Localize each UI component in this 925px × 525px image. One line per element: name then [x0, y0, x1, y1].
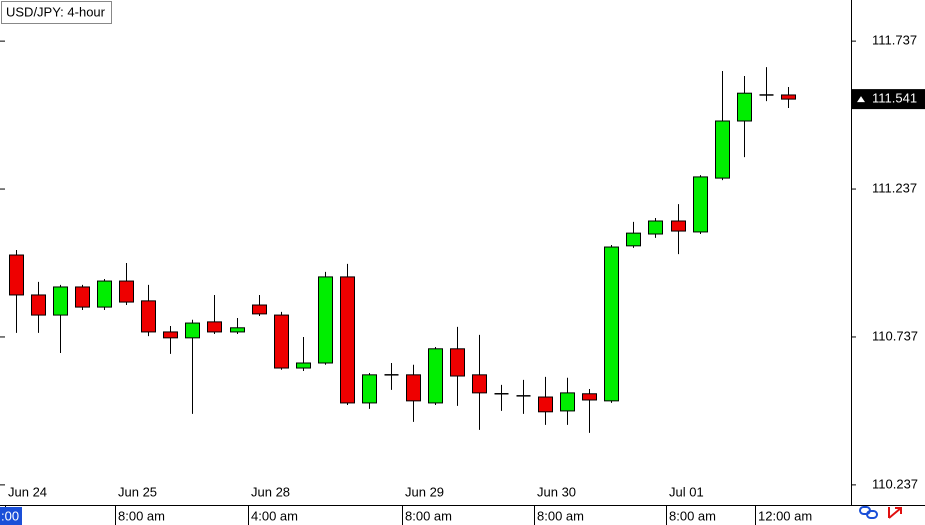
- candle-body: [296, 362, 311, 369]
- x-time-label: 8:00 am: [405, 508, 452, 523]
- candle-body: [274, 314, 289, 369]
- y-tick-label: 110.737: [872, 328, 918, 343]
- price-marker-box: [852, 89, 925, 110]
- title-box: [1, 1, 112, 24]
- candle-body: [362, 374, 377, 404]
- candle-body: [318, 276, 333, 364]
- x-date-label: Jun 24: [8, 484, 47, 499]
- y-tick-label: 111.237: [872, 180, 917, 195]
- candle-body: [693, 176, 708, 233]
- x-date-label: Jun 29: [405, 484, 444, 499]
- price-marker-arrow: [857, 96, 865, 103]
- arrow-icon[interactable]: [888, 507, 902, 519]
- x-date-label: Jun 28: [251, 484, 290, 499]
- candle-body: [207, 321, 222, 333]
- candle-body: [648, 220, 663, 235]
- candle-body: [671, 220, 686, 232]
- price-marker-label: 111.541: [872, 91, 917, 106]
- candle-body: [119, 280, 134, 303]
- candle-body: [31, 294, 46, 316]
- candle-body: [450, 348, 465, 377]
- candle-body: [230, 327, 245, 333]
- x-time-label: 12:00 am: [758, 508, 812, 523]
- link-icon[interactable]: [859, 506, 878, 519]
- candle-body: [428, 348, 443, 404]
- candle-body: [560, 392, 575, 412]
- candle-body: [252, 304, 267, 315]
- y-tick-label: 110.237: [872, 476, 918, 491]
- candle-body: [97, 280, 112, 308]
- x-time-label: :00: [1, 508, 19, 523]
- candle-body: [185, 322, 200, 339]
- x-time-label: 8:00 am: [118, 508, 165, 523]
- time-cursor-box: [0, 507, 22, 525]
- candle-body: [163, 331, 178, 339]
- candle-body: [604, 246, 619, 402]
- candle-body: [626, 232, 641, 247]
- candle-body: [406, 374, 421, 402]
- candle-body: [9, 254, 24, 296]
- chart-title: USD/JPY: 4-hour: [6, 4, 106, 19]
- candle-body: [141, 300, 156, 333]
- candle-body: [781, 94, 796, 100]
- x-date-label: Jun 25: [118, 484, 157, 499]
- candle-body: [75, 286, 90, 308]
- toolbar-icons: [859, 506, 902, 519]
- candle-body: [582, 393, 597, 401]
- y-tick-label: 111.737: [872, 33, 917, 48]
- candle-body: [472, 374, 487, 394]
- x-date-label: Jun 30: [537, 484, 576, 499]
- x-time-label: 8:00 am: [537, 508, 584, 523]
- candle-body: [538, 396, 553, 413]
- x-date-label: Jul 01: [669, 484, 704, 499]
- candle-body: [737, 92, 752, 122]
- candle-body: [340, 276, 355, 404]
- candle-body: [715, 120, 730, 179]
- x-time-label: 8:00 am: [669, 508, 716, 523]
- x-time-label: 4:00 am: [251, 508, 298, 523]
- candle-body: [53, 286, 68, 316]
